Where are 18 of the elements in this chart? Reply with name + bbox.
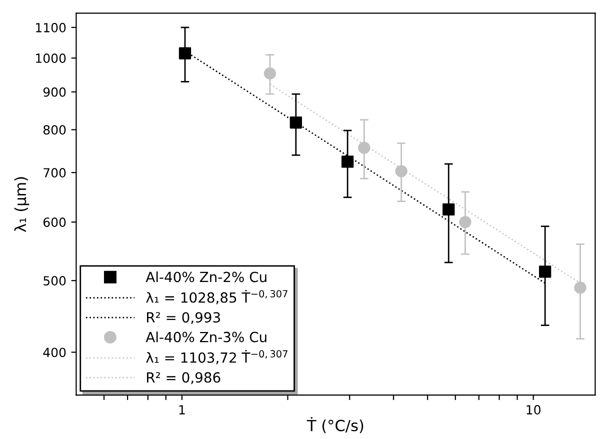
x-axis-title: Ṫ (°C/s)	[306, 417, 364, 434]
y-axis-title: λ₁ (µm)	[14, 177, 30, 232]
legend-label: λ₁ = 1028,85 Ṫ$^{−0,307}$	[146, 290, 288, 304]
y-tick-label: 400	[43, 348, 66, 358]
annotation: R² = 0,993	[147, 312, 220, 324]
x-tick-label: 1	[179, 405, 185, 414]
x-tick-label: 10	[526, 405, 540, 414]
y-tick-label: 700	[44, 168, 66, 178]
y-tick-label: 500	[44, 276, 66, 286]
legend-label: Al-40% Zn-2% Cu	[146, 271, 266, 282]
legend-label: Al-40% Zn-3% Cu	[146, 332, 266, 342]
annotation: R² = 0,986	[147, 372, 220, 384]
y-tick-label: 900	[43, 87, 66, 97]
y-tick-label: 800	[43, 125, 66, 135]
y-tick-label: 1000	[36, 54, 66, 63]
legend-label: λ₁ = 1103,72 Ṫ$^{−0,307}$	[146, 350, 288, 364]
y-tick-label: 600	[43, 218, 66, 227]
y-tick-label: 1100	[36, 22, 66, 32]
